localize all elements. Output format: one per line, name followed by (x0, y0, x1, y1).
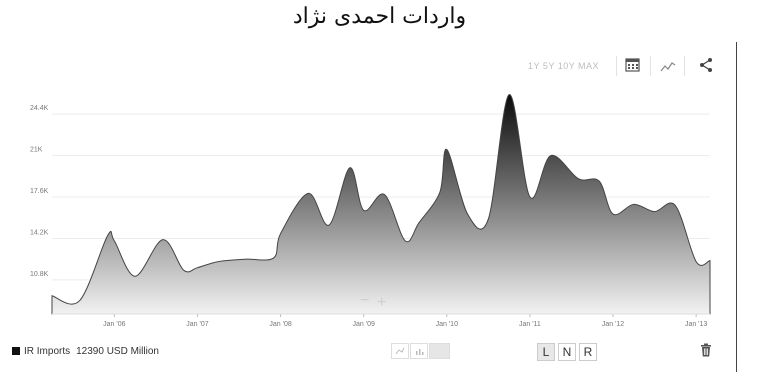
y-tick-label: 21K (30, 147, 43, 154)
y-tick-label: 14.2K (30, 229, 49, 236)
trash-icon[interactable] (700, 343, 712, 357)
legend-latest-value: 12390 USD Million (76, 346, 159, 357)
toolbar-divider (684, 56, 685, 76)
calendar-icon[interactable] (624, 57, 642, 73)
bar-type-icon[interactable] (410, 343, 428, 359)
scale-button-normalized[interactable]: N (558, 343, 576, 361)
page-title: واردات احمدی نژاد (292, 4, 467, 29)
share-icon[interactable] (697, 57, 715, 73)
series-area (51, 94, 711, 315)
legend-series-name: IR Imports (24, 346, 71, 357)
x-tick-label: Jan '06 (103, 321, 125, 328)
x-tick-label: Jan '09 (353, 321, 375, 328)
y-tick-label: 10.8K (30, 271, 49, 278)
zoom-out-button[interactable]: − (360, 292, 369, 309)
scale-button-r[interactable]: R (579, 343, 597, 361)
y-tick-label: 24.4K (30, 105, 49, 112)
line-type-icon[interactable] (391, 343, 409, 359)
zoom-controls: − + (360, 292, 386, 311)
zoom-in-button[interactable]: + (377, 294, 386, 311)
toolbar-divider (616, 56, 617, 76)
x-tick-label: Jan '07 (186, 321, 208, 328)
scale-button-linear[interactable]: L (537, 343, 555, 361)
legend-swatch (12, 347, 20, 355)
x-tick-label: Jan '11 (519, 321, 541, 328)
x-tick-label: Jan '13 (685, 321, 707, 328)
x-tick-label: Jan '08 (269, 321, 291, 328)
range-selector[interactable]: 1Y 5Y 10Y MAX (528, 61, 600, 71)
legend: IR Imports 12390 USD Million (12, 346, 159, 357)
x-tick-label: Jan '12 (602, 321, 624, 328)
toolbar-divider (650, 56, 651, 76)
x-tick-label: Jan '10 (436, 321, 458, 328)
line-chart-icon[interactable] (659, 58, 677, 74)
page-edge-rule (736, 42, 737, 372)
y-tick-label: 17.6K (30, 188, 49, 195)
area-type-icon[interactable] (429, 343, 450, 359)
